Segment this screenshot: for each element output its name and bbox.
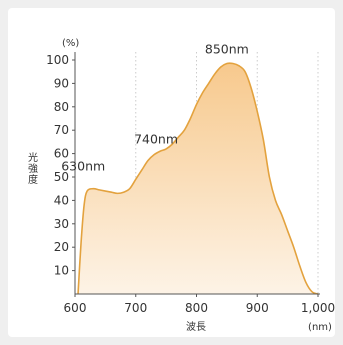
- peak-label-740: 740nm: [134, 131, 178, 146]
- x-axis-title: 波長: [186, 320, 206, 333]
- y-tick-label-60: 60: [54, 147, 69, 161]
- spectrum-area: [78, 63, 318, 294]
- y-tick-labels: 10 20 30 40 50 60 70 80 90 100: [46, 53, 75, 278]
- x-tick-label-800: 800: [185, 301, 208, 315]
- y-tick-label-10: 10: [54, 264, 69, 278]
- x-tick-label-900: 900: [246, 301, 269, 315]
- axes: [74, 52, 320, 295]
- x-tick-label-700: 700: [124, 301, 147, 315]
- y-tick-label-80: 80: [54, 100, 69, 114]
- y-tick-label-40: 40: [54, 193, 69, 207]
- y-tick-label-90: 90: [54, 76, 69, 90]
- peak-annotations: 630nm 740nm 850nm: [61, 42, 249, 174]
- y-tick-label-20: 20: [54, 240, 69, 254]
- x-tick-label-1000: 1,000: [301, 301, 335, 315]
- y-tick-label-30: 30: [54, 217, 69, 231]
- y-tick-label-50: 50: [54, 170, 69, 184]
- y-tick-label-70: 70: [54, 123, 69, 137]
- peak-label-850: 850nm: [205, 42, 249, 57]
- peak-label-630: 630nm: [61, 159, 105, 174]
- x-unit-label: (nm): [308, 322, 332, 333]
- x-tick-labels: 600 700 800 900 1,000: [64, 294, 335, 315]
- x-tick-label-600: 600: [64, 301, 87, 315]
- y-unit-label: (%): [62, 38, 79, 49]
- spectrum-line: [77, 62, 319, 295]
- y-tick-label-100: 100: [46, 53, 69, 67]
- y-axis-title: 光強度: [28, 151, 38, 186]
